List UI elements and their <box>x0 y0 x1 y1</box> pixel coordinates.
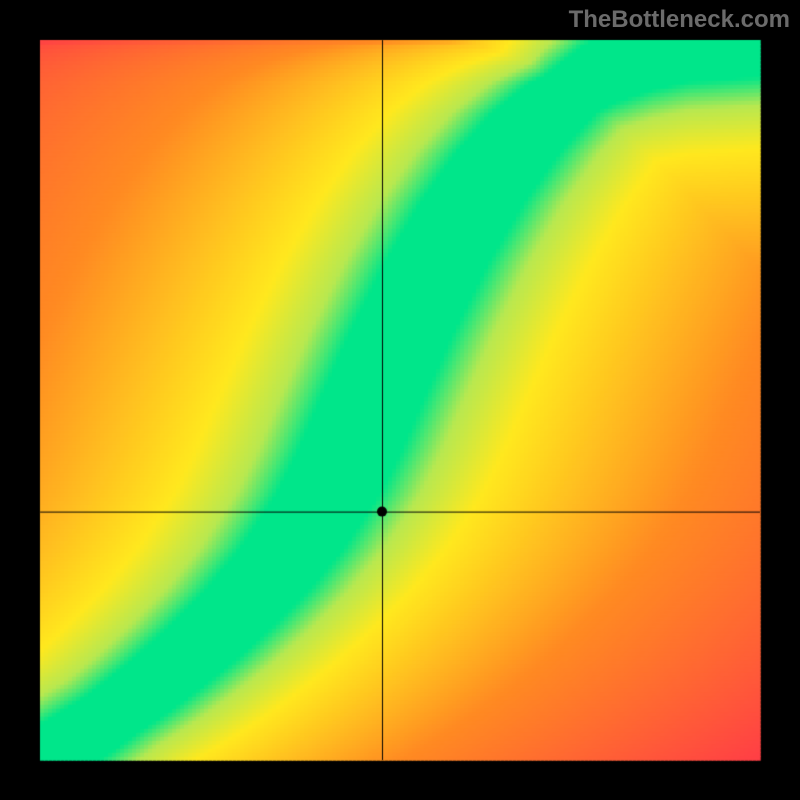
watermark-text: TheBottleneck.com <box>569 6 790 34</box>
chart-container: TheBottleneck.com <box>0 0 800 800</box>
crosshair-overlay <box>0 0 800 800</box>
